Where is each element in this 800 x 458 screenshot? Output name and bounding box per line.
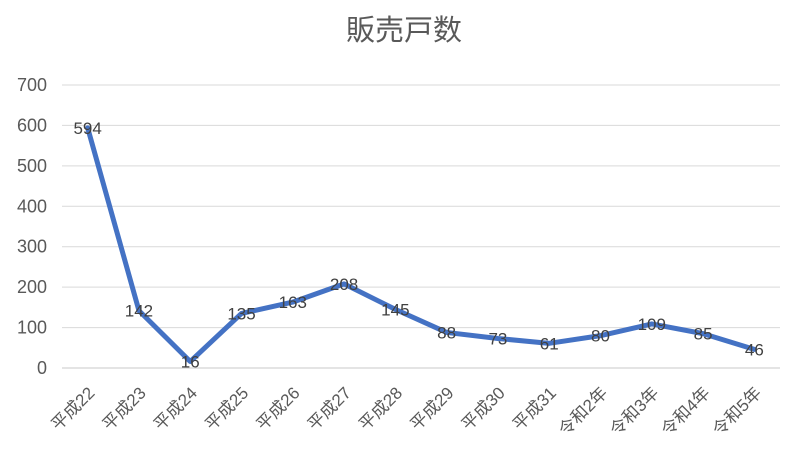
data-point-label: 85 [694,325,713,344]
data-point-label: 61 [540,334,559,353]
data-point-label: 145 [381,300,409,319]
data-point-label: 208 [330,275,358,294]
x-axis-tick-label: 令和3年 [606,383,662,439]
data-point-label: 80 [591,327,610,346]
x-axis-tick-label: 平成23 [99,383,150,434]
y-axis-tick-label: 600 [17,115,47,135]
y-axis-tick-label: 100 [17,318,47,338]
y-axis-tick-label: 700 [17,75,47,95]
x-axis-tick-label: 平成27 [304,383,355,434]
x-axis-tick-label: 平成24 [150,383,201,434]
data-point-label: 46 [745,340,764,359]
data-point-label: 594 [73,119,101,138]
x-axis-tick-label: 平成22 [48,383,99,434]
data-point-label: 163 [279,293,307,312]
x-axis-tick-label: 平成31 [509,383,560,434]
x-axis-tick-label: 平成25 [201,383,252,434]
x-axis-tick-label: 平成26 [253,383,304,434]
x-axis-tick-label: 平成30 [458,383,509,434]
data-point-label: 135 [227,304,255,323]
y-axis-tick-label: 400 [17,196,47,216]
x-axis-tick-label: 令和5年 [709,383,765,439]
data-point-label: 73 [488,329,507,348]
data-point-label: 142 [125,302,153,321]
y-axis-tick-label: 200 [17,277,47,297]
x-axis-tick-label: 平成28 [355,383,406,434]
data-point-label: 16 [181,353,200,372]
y-axis-tick-label: 500 [17,156,47,176]
series-line [85,125,757,365]
chart-title: 販売戸数 [346,14,462,47]
x-axis-tick-label: 令和4年 [658,383,714,439]
y-axis-tick-label: 0 [37,358,47,378]
data-point-label: 109 [638,315,666,334]
y-axis-tick-label: 300 [17,237,47,257]
x-axis-tick-label: 平成29 [407,383,458,434]
x-axis-tick-label: 令和2年 [555,383,611,439]
data-point-label: 88 [437,323,456,342]
